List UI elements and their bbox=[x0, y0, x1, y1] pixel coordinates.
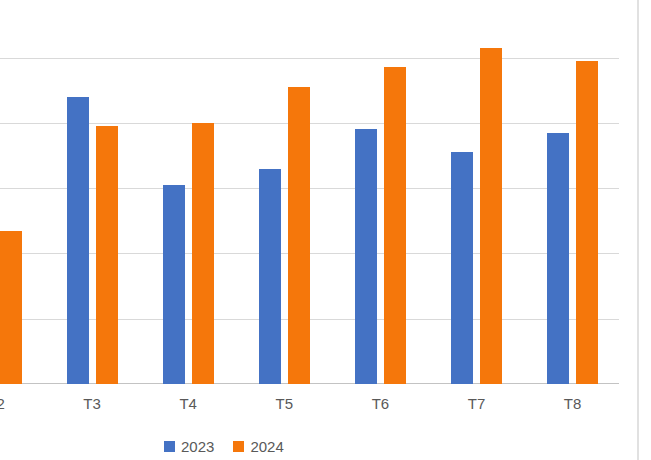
legend-label-2023: 2023 bbox=[181, 439, 214, 454]
bar-2024-T6[interactable] bbox=[384, 67, 406, 384]
legend-swatch-0 bbox=[164, 441, 175, 452]
legend-swatch-1 bbox=[233, 441, 244, 452]
legend-label-2024: 2024 bbox=[250, 439, 283, 454]
x-axis-label-T3: T3 bbox=[62, 396, 122, 412]
x-axis-label-T6: T6 bbox=[350, 396, 410, 412]
legend: 2023 2024 bbox=[164, 439, 284, 454]
bar-2023-T5[interactable] bbox=[259, 169, 281, 384]
bar-2023-T8[interactable] bbox=[547, 133, 569, 384]
legend-item-2023[interactable]: 2023 bbox=[164, 439, 214, 454]
bar-2023-T7[interactable] bbox=[451, 152, 473, 384]
x-axis-label-T4: T4 bbox=[158, 396, 218, 412]
bar-2024-T2[interactable] bbox=[0, 231, 22, 384]
chart-canvas: T2 T3 T4 T5 T6 T7 T8 2023 2024 bbox=[0, 0, 651, 460]
bar-2024-T4[interactable] bbox=[192, 123, 214, 384]
x-axis-label-T7: T7 bbox=[447, 396, 507, 412]
x-axis-label-T2: T2 bbox=[0, 396, 26, 412]
bar-2023-T4[interactable] bbox=[163, 185, 185, 384]
bar-2024-T5[interactable] bbox=[288, 87, 310, 384]
x-axis-label-T5: T5 bbox=[254, 396, 314, 412]
pane-divider bbox=[637, 0, 639, 460]
bar-2024-T8[interactable] bbox=[576, 61, 598, 384]
bar-2024-T7[interactable] bbox=[480, 48, 502, 384]
bar-2023-T6[interactable] bbox=[355, 129, 377, 384]
gridline bbox=[0, 58, 619, 59]
bar-2024-T3[interactable] bbox=[96, 126, 118, 384]
bar-2023-T3[interactable] bbox=[67, 97, 89, 384]
x-axis-label-T8: T8 bbox=[543, 396, 603, 412]
legend-item-2024[interactable]: 2024 bbox=[233, 439, 283, 454]
